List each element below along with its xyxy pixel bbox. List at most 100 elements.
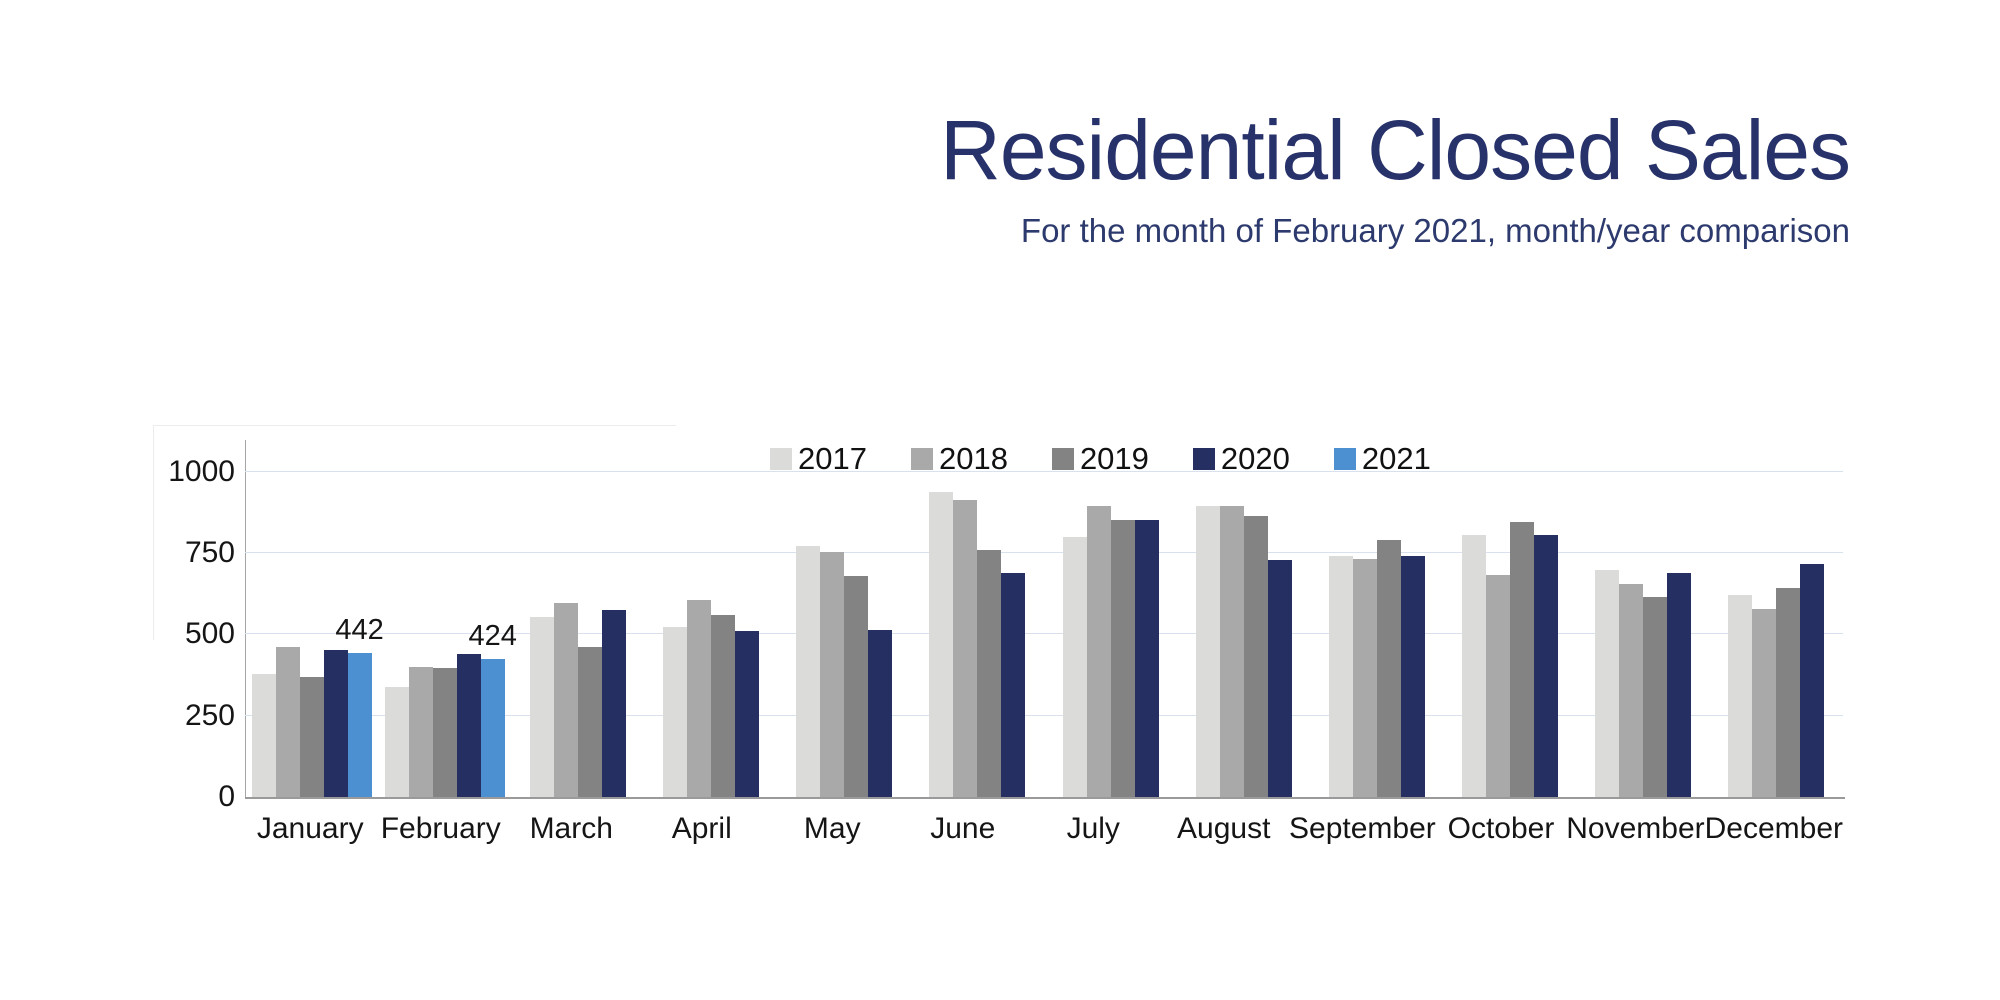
legend-label-2020: 2020	[1220, 441, 1290, 476]
x-tick-label-august: August	[1177, 812, 1271, 845]
bar-june-2018	[953, 500, 978, 797]
legend-swatch-icon-2018	[910, 448, 933, 470]
x-tick-label-november: November	[1566, 812, 1705, 845]
bar-october-2020	[1534, 535, 1559, 797]
bar-february-2017	[384, 687, 409, 797]
bar-february-2018	[408, 667, 433, 797]
bar-november-2019	[1643, 597, 1668, 797]
bar-october-2017	[1462, 535, 1487, 797]
x-tick-label-may: May	[803, 812, 861, 845]
x-axis-line	[245, 797, 1845, 799]
bar-december-2019	[1776, 588, 1801, 797]
bar-july-2020	[1134, 520, 1159, 797]
page-subtitle: For the month of February 2021, month/ye…	[1020, 212, 1850, 250]
bar-march-2017	[529, 617, 554, 797]
x-tick-label-february: February	[380, 812, 501, 845]
bar-may-2020	[868, 630, 893, 797]
bar-april-2017	[663, 627, 688, 797]
y-tick-label-500: 500	[184, 617, 235, 650]
bar-july-2017	[1062, 537, 1087, 797]
bar-groups: 442 424	[245, 440, 1843, 797]
data-label-january-2021: 442	[335, 614, 384, 646]
chart-header: Residential Closed Sales For the month o…	[940, 103, 1851, 250]
bar-march-2020	[601, 610, 626, 797]
bar-group-april	[645, 440, 778, 797]
bar-february-2021: 424	[469, 620, 517, 797]
bar-august-2018	[1219, 506, 1244, 797]
bar-march-2019	[577, 647, 602, 797]
x-tick-label-january: January	[256, 812, 364, 845]
legend-item-2020: 2020	[1192, 441, 1290, 477]
legend: 2017 2018 2019 2020 2021	[770, 441, 1431, 477]
legend-swatch-icon-2021	[1333, 448, 1356, 470]
bar-september-2020	[1400, 556, 1425, 797]
bar-group-february: 424	[378, 440, 517, 797]
y-axis-line	[245, 440, 246, 797]
legend-label-2017: 2017	[798, 441, 867, 476]
bar-may-2017	[796, 546, 821, 797]
bar-september-2018	[1352, 559, 1377, 797]
x-tick-label-september: September	[1289, 812, 1436, 845]
bar-may-2019	[844, 576, 869, 797]
x-tick-label-april: April	[671, 812, 732, 845]
bar-april-2019	[711, 615, 736, 797]
bar-september-2019	[1376, 540, 1401, 797]
bar-group-november	[1577, 440, 1710, 797]
x-tick-label-october: October	[1447, 812, 1555, 845]
chart-card-edge	[153, 425, 676, 640]
bar-july-2019	[1110, 520, 1135, 797]
x-tick-label-june: June	[930, 812, 996, 845]
legend-swatch-icon-2017	[770, 448, 792, 470]
bar-group-july	[1044, 440, 1177, 797]
legend-item-2019: 2019	[1051, 441, 1149, 477]
bar-november-2018	[1619, 584, 1644, 797]
page-title: Residential Closed Sales	[940, 103, 1851, 197]
data-label-february-2021: 424	[468, 620, 517, 652]
bar-group-march	[511, 440, 644, 797]
y-tick-label-0: 0	[218, 780, 235, 813]
bar-october-2019	[1510, 522, 1535, 797]
gridline-1000	[245, 471, 1843, 472]
x-axis-labels: January February March April May June July Augu…	[245, 812, 1843, 846]
legend-item-2021: 2021	[1333, 441, 1431, 477]
bar-january-2021: 442	[335, 614, 384, 797]
bar-october-2018	[1486, 575, 1511, 797]
bar-january-2017	[251, 674, 276, 797]
legend-label-2018: 2018	[938, 441, 1008, 476]
legend-item-2018: 2018	[910, 441, 1008, 477]
bar-group-june	[911, 440, 1044, 797]
bar-group-december	[1710, 440, 1843, 797]
legend-swatch-icon-2019	[1051, 448, 1074, 470]
bar-group-may	[778, 440, 911, 797]
y-tick-label-1000: 1000	[168, 455, 235, 488]
bar-september-2017	[1328, 556, 1353, 797]
bar-group-january: 442	[245, 440, 384, 797]
bar-april-2018	[687, 600, 712, 797]
bar-november-2017	[1595, 570, 1620, 797]
bar-february-2019	[432, 668, 457, 797]
bar-december-2017	[1728, 595, 1753, 797]
gridline-500	[245, 633, 1843, 634]
bar-january-2018	[275, 647, 300, 797]
plot-area: 442 424	[245, 440, 1843, 797]
bar-group-october	[1444, 440, 1577, 797]
bar-group-august	[1177, 440, 1310, 797]
bar-may-2018	[820, 552, 845, 797]
x-tick-label-july: July	[1066, 812, 1120, 845]
legend-label-2019: 2019	[1079, 441, 1149, 476]
legend-label-2021: 2021	[1361, 441, 1431, 476]
gridline-250	[245, 715, 1843, 716]
bar-january-2019	[299, 677, 324, 797]
bar-march-2018	[553, 603, 578, 797]
bar-june-2019	[977, 550, 1002, 797]
bar-april-2020	[735, 631, 760, 797]
y-tick-label-250: 250	[184, 699, 235, 732]
bar-november-2020	[1667, 573, 1692, 797]
x-tick-label-march: March	[529, 812, 613, 845]
bar-group-september	[1310, 440, 1443, 797]
legend-item-2017: 2017	[770, 441, 867, 477]
bar-june-2020	[1001, 573, 1026, 797]
legend-swatch-icon-2020	[1192, 448, 1215, 470]
y-tick-label-750: 750	[184, 536, 235, 569]
